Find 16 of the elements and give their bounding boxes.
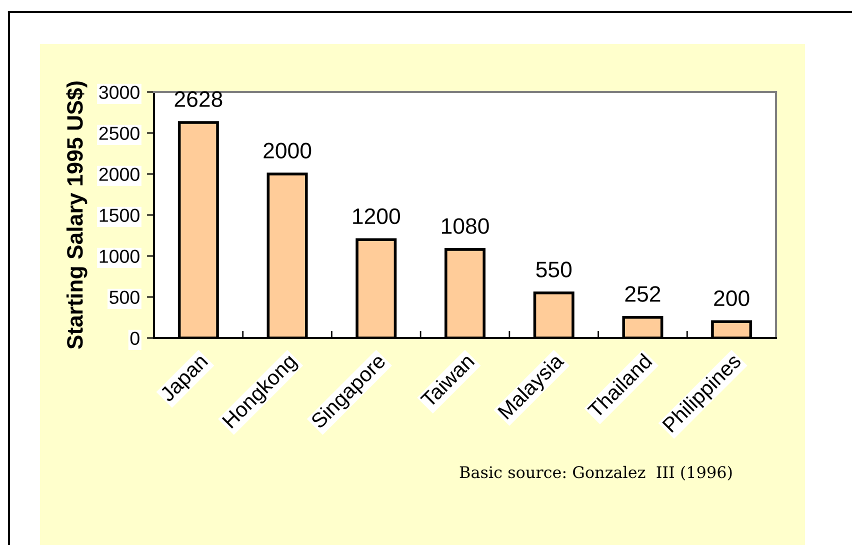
data-label: 252 xyxy=(625,286,660,302)
y-tick-label: 3000 xyxy=(99,86,140,99)
data-label: 1080 xyxy=(442,218,489,234)
y-tick-label: 2000 xyxy=(99,168,140,181)
data-label: 2000 xyxy=(264,142,312,158)
y-tick-label: 1500 xyxy=(100,208,140,222)
data-label: 2628 xyxy=(174,91,222,107)
y-tick-label: 2500 xyxy=(99,126,140,140)
data-label: 1200 xyxy=(353,208,400,224)
data-label: 200 xyxy=(714,290,750,306)
y-axis-title: Starting Salary 1995 US$) xyxy=(66,81,88,349)
text: Basic source: Gonzalez III (1996) xyxy=(460,466,732,480)
y-tick-label: 1000 xyxy=(100,250,140,263)
y-tick-label: 0 xyxy=(130,332,140,345)
y-tick-label: 500 xyxy=(110,290,140,304)
data-label: 550 xyxy=(536,262,572,278)
